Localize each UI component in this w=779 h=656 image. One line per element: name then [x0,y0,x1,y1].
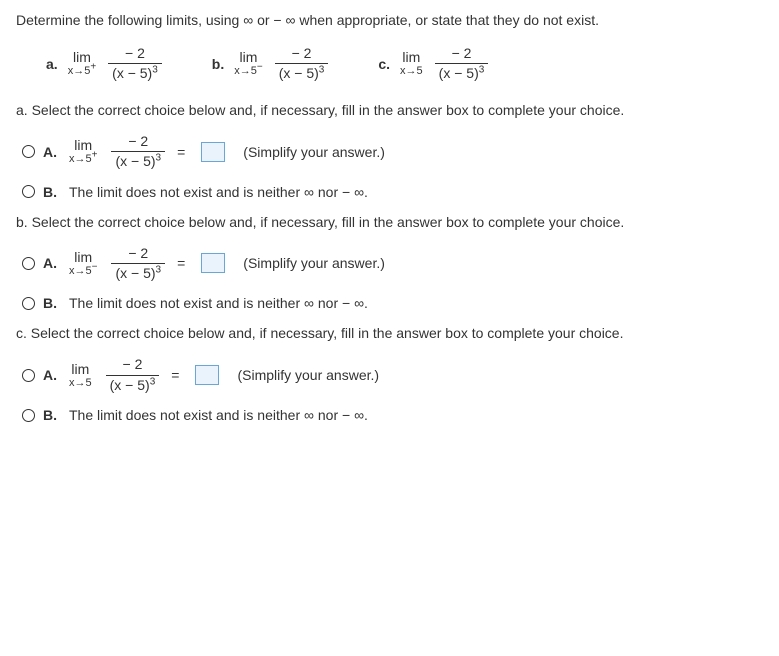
frac-numerator: − 2 [448,46,476,63]
section-a-prompt: a. Select the correct choice below and, … [16,102,763,118]
limit-approach: x→5+ [68,66,96,77]
limit-approach: x→5 [69,378,92,389]
option-a-lim: lim x→5− [69,250,97,277]
section-a-option-a[interactable]: A. lim x→5+ − 2 (x − 5)3 = (Simplify you… [16,134,763,170]
limit-b-label: b. [212,56,224,72]
frac-denominator: (x − 5)3 [111,151,165,169]
frac-numerator: − 2 [124,246,152,263]
equals-sign: = [171,367,179,383]
frac-numerator: − 2 [119,357,147,374]
option-b-text: The limit does not exist and is neither … [69,295,368,311]
limit-a: a. lim x→5+ − 2 (x − 5)3 [46,46,162,82]
frac-numerator: − 2 [124,134,152,151]
simplify-hint: (Simplify your answer.) [243,255,385,271]
section-b-option-b[interactable]: B. The limit does not exist and is neith… [16,295,763,311]
limit-word: lim [74,250,92,264]
section-c-prompt: c. Select the correct choice below and, … [16,325,763,341]
option-b-text: The limit does not exist and is neither … [69,184,368,200]
limit-c-frac: − 2 (x − 5)3 [435,46,489,82]
limit-c-label: c. [378,56,390,72]
limit-word: lim [73,50,91,64]
limit-a-lim: lim x→5+ [68,50,96,77]
option-a-lim: lim x→5+ [69,138,97,165]
equals-sign: = [177,255,185,271]
frac-denominator: (x − 5)3 [106,375,160,393]
option-label: A. [43,367,61,383]
answer-input[interactable] [195,365,219,385]
frac-numerator: − 2 [121,46,149,63]
simplify-hint: (Simplify your answer.) [237,367,379,383]
option-a-frac: − 2 (x − 5)3 [111,246,165,282]
option-label: A. [43,144,61,160]
frac-numerator: − 2 [288,46,316,63]
limit-word: lim [240,50,258,64]
radio-icon[interactable] [22,297,35,310]
limit-word: lim [402,50,420,64]
limit-b-lim: lim x→5− [234,50,262,77]
instruction-text: Determine the following limits, using ∞ … [16,12,763,28]
limit-approach: x→5− [234,66,262,77]
limit-approach: x→5 [400,66,423,77]
limit-c: c. lim x→5 − 2 (x − 5)3 [378,46,488,82]
option-label: B. [43,184,61,200]
section-b-option-a[interactable]: A. lim x→5− − 2 (x − 5)3 = (Simplify you… [16,246,763,282]
limit-approach: x→5+ [69,154,97,165]
limit-approach: x→5− [69,266,97,277]
section-c-option-a[interactable]: A. lim x→5 − 2 (x − 5)3 = (Simplify your… [16,357,763,393]
section-b-prompt: b. Select the correct choice below and, … [16,214,763,230]
frac-denominator: (x − 5)3 [435,63,489,81]
limit-a-label: a. [46,56,58,72]
section-a-option-b[interactable]: B. The limit does not exist and is neith… [16,184,763,200]
option-label: B. [43,295,61,311]
section-c-option-b[interactable]: B. The limit does not exist and is neith… [16,407,763,423]
frac-denominator: (x − 5)3 [111,263,165,281]
limit-word: lim [74,138,92,152]
radio-icon[interactable] [22,145,35,158]
option-a-frac: − 2 (x − 5)3 [111,134,165,170]
option-label: A. [43,255,61,271]
limit-b: b. lim x→5− − 2 (x − 5)3 [212,46,329,82]
option-a-frac: − 2 (x − 5)3 [106,357,160,393]
limits-row: a. lim x→5+ − 2 (x − 5)3 b. lim x→5− − 2… [16,46,763,82]
radio-icon[interactable] [22,409,35,422]
limit-c-lim: lim x→5 [400,50,423,77]
limit-word: lim [71,362,89,376]
frac-denominator: (x − 5)3 [108,63,162,81]
simplify-hint: (Simplify your answer.) [243,144,385,160]
option-b-text: The limit does not exist and is neither … [69,407,368,423]
answer-input[interactable] [201,142,225,162]
option-label: B. [43,407,61,423]
option-a-lim: lim x→5 [69,362,92,389]
answer-input[interactable] [201,253,225,273]
frac-denominator: (x − 5)3 [275,63,329,81]
radio-icon[interactable] [22,257,35,270]
radio-icon[interactable] [22,185,35,198]
equals-sign: = [177,144,185,160]
limit-b-frac: − 2 (x − 5)3 [275,46,329,82]
limit-a-frac: − 2 (x − 5)3 [108,46,162,82]
radio-icon[interactable] [22,369,35,382]
